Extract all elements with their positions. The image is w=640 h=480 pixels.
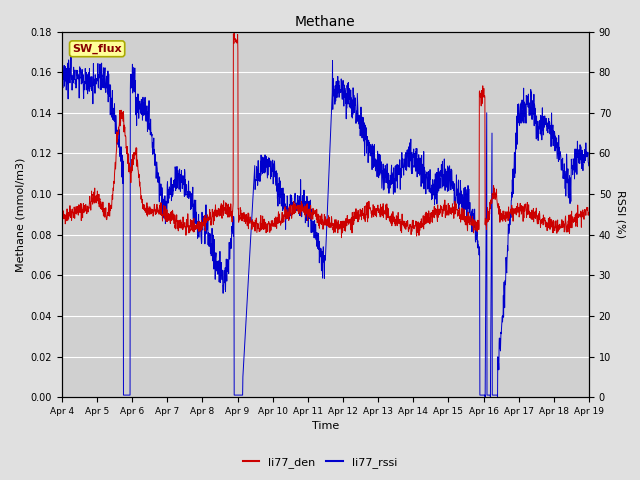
Y-axis label: RSSI (%): RSSI (%) xyxy=(615,190,625,239)
X-axis label: Time: Time xyxy=(312,421,339,432)
Y-axis label: Methane (mmol/m3): Methane (mmol/m3) xyxy=(15,157,25,272)
Legend: li77_den, li77_rssi: li77_den, li77_rssi xyxy=(238,452,402,472)
Text: SW_flux: SW_flux xyxy=(72,44,122,54)
Title: Methane: Methane xyxy=(295,15,356,29)
